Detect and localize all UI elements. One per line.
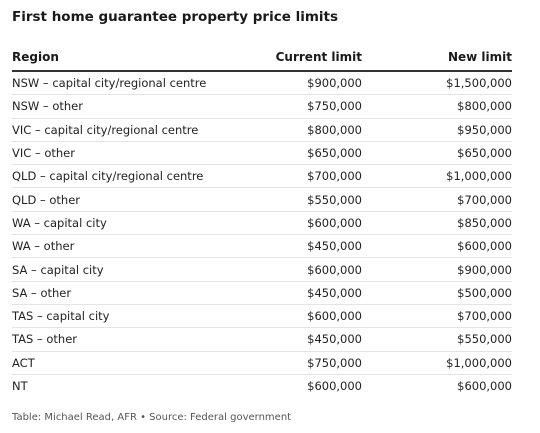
cell-current-limit: $650,000 [272,141,362,166]
table-row: TAS – other $450,000 $550,000 [12,327,512,352]
cell-new-limit: $1,500,000 [362,71,512,96]
cell-current-limit: $600,000 [272,304,362,329]
cell-region: TAS – other [12,327,272,352]
cell-region: SA – capital city [12,257,272,282]
table-row: WA – capital city $600,000 $850,000 [12,211,512,236]
cell-new-limit: $600,000 [362,234,512,259]
cell-current-limit: $750,000 [272,351,362,375]
cell-current-limit: $450,000 [272,281,362,305]
table-row: VIC – other $650,000 $650,000 [12,141,512,166]
cell-new-limit: $800,000 [362,94,512,119]
cell-region: VIC – capital city/regional centre [12,118,272,142]
cell-new-limit: $600,000 [457,379,512,393]
cell-current-limit: $450,000 [272,327,362,352]
table-row: QLD – other $550,000 $700,000 [12,187,512,212]
cell-region: ACT [12,351,272,375]
cell-current-limit: $800,000 [272,118,362,142]
cell-region: VIC – other [12,141,272,166]
table-title: First home guarantee property price limi… [12,9,339,25]
cell-region: QLD – other [12,187,272,212]
cell-new-limit: $1,000,000 [362,351,512,375]
header-region: Region [12,44,272,72]
table-row: SA – capital city $600,000 $900,000 [12,257,512,282]
cell-current-limit: $600,000 [307,379,362,393]
header-new-limit: New limit [362,44,512,72]
cell-current-limit: $700,000 [272,164,362,189]
cell-current-limit: $750,000 [272,94,362,119]
table-row: SA – other $450,000 $500,000 [12,281,512,305]
cell-region: NSW – other [12,94,272,119]
table-row: NT $600,000 $600,000 [12,374,512,397]
table-row: QLD – capital city/regional centre $700,0… [12,164,512,189]
cell-region: WA – capital city [12,211,272,236]
cell-new-limit: $1,000,000 [362,164,512,189]
cell-current-limit: $450,000 [272,234,362,259]
cell-region: NSW – capital city/regional centre [12,71,272,96]
cell-region: QLD – capital city/regional centre [12,164,272,189]
table-footer-source: Table: Michael Read, AFR • Source: Feder… [12,412,292,423]
table-row: WA – other $450,000 $600,000 [12,234,512,259]
cell-current-limit: $600,000 [272,211,362,236]
cell-region: SA – other [12,281,272,305]
cell-new-limit: $900,000 [362,257,512,282]
cell-new-limit: $700,000 [362,187,512,212]
table-row: TAS – capital city $600,000 $700,000 [12,304,512,329]
cell-new-limit: $550,000 [362,327,512,352]
cell-new-limit: $700,000 [362,304,512,329]
table-header-row: Region Current limit New limit [12,44,512,72]
cell-region: WA – other [12,234,272,259]
table-row: NSW – other $750,000 $800,000 [12,94,512,119]
cell-new-limit: $950,000 [362,118,512,142]
table-row: NSW – capital city/regional centre $900,0… [12,71,512,96]
cell-current-limit: $600,000 [272,257,362,282]
cell-new-limit: $850,000 [362,211,512,236]
cell-current-limit: $900,000 [272,71,362,96]
table-row: VIC – capital city/regional centre $800,0… [12,118,512,142]
cell-current-limit: $550,000 [272,187,362,212]
table-row: ACT $750,000 $1,000,000 [12,351,512,375]
cell-region: TAS – capital city [12,304,272,329]
cell-new-limit: $650,000 [362,141,512,166]
cell-region: NT [12,379,28,393]
price-limits-table: Region Current limit New limit NSW – cap… [12,44,512,397]
header-current-limit: Current limit [272,44,362,72]
table-body: NSW – capital city/regional centre $900,0… [12,71,512,397]
cell-new-limit: $500,000 [362,281,512,305]
